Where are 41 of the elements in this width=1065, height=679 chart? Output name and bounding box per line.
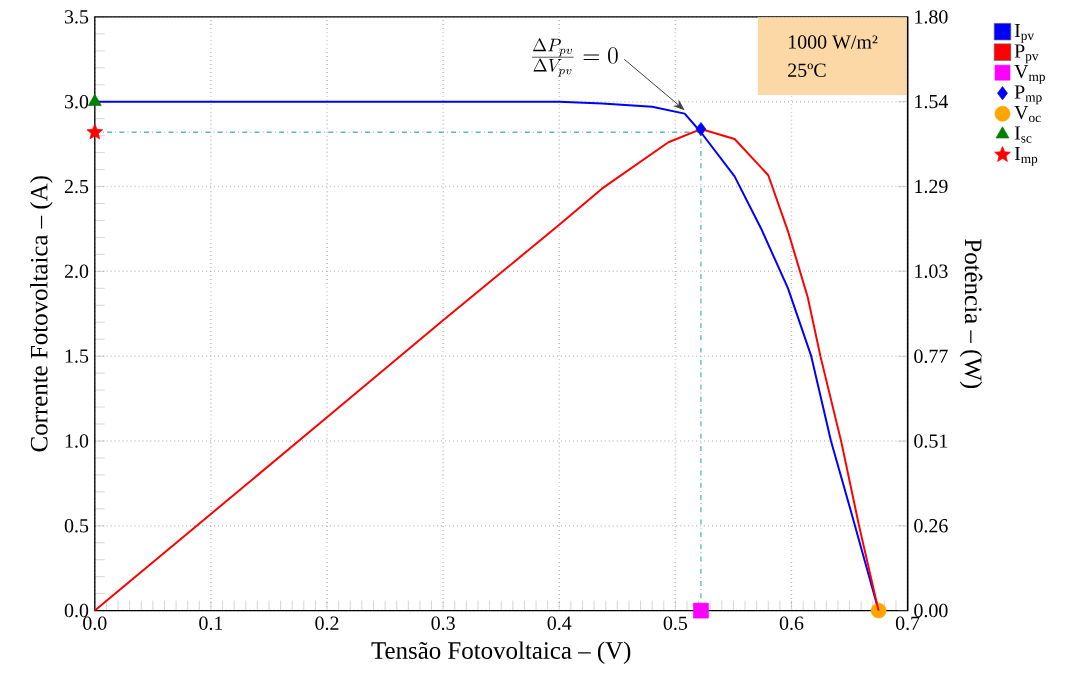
y-tick-label: 0.0 <box>64 603 89 618</box>
legend-label: I$_{mp}$ <box>1014 146 1038 166</box>
annotation: 25ºC <box>788 63 826 77</box>
annotation: $\frac{\Delta P_{pv}}{\Delta V_{pv}} = 0$ <box>532 38 618 77</box>
y-axis-title: Corrente Fotovoltaica – (A) <box>30 176 53 452</box>
x-tick-label: 0.4 <box>547 616 572 630</box>
x-tick-label: 0.5 <box>663 616 688 630</box>
point <box>88 93 102 106</box>
y2-tick-label: 0.26 <box>914 518 948 533</box>
y2-tick-label: 1.29 <box>915 179 948 194</box>
x-tick-label: 0.3 <box>431 616 455 630</box>
y2-tick-label: 1.80 <box>915 10 948 24</box>
point <box>693 602 709 619</box>
x-tick-label: 0.1 <box>199 616 223 630</box>
y2-tick-label: 0.51 <box>914 434 948 448</box>
x-axis-title: Tensão Fotovoltaica – (V) <box>371 641 631 664</box>
legend-label: P$_{pv}$ <box>1014 44 1039 64</box>
x-tick-label: 0.7 <box>895 616 920 630</box>
legend-label: V$_{mp}$ <box>1014 64 1045 84</box>
y2-tick-label: 1.03 <box>915 264 948 278</box>
x-tick-label: 0.0 <box>83 616 107 630</box>
y2-tick-label: 0.77 <box>914 349 948 363</box>
y-tick-label: 1.0 <box>65 434 89 448</box>
legend-label: I$_{sc}$ <box>1014 126 1032 143</box>
y2-axis-title: Potência – (W) <box>959 238 983 388</box>
x-tick-label: 0.2 <box>315 616 339 630</box>
legend-label: I$_{pv}$ <box>1014 23 1035 43</box>
y-tick-label: 1.5 <box>65 349 89 363</box>
y-tick-label: 0.5 <box>64 518 89 533</box>
y2-tick-label: 1.54 <box>915 94 949 109</box>
point <box>86 123 104 140</box>
y-tick-label: 2.5 <box>64 179 89 194</box>
y-tick-label: 2.0 <box>64 264 89 278</box>
y-tick-label: 3.5 <box>65 10 89 24</box>
annotation: 1000 W/m² <box>789 35 878 49</box>
legend-label: V$_{oc}$ <box>1014 105 1041 122</box>
y2-tick-label: 0.00 <box>914 603 948 618</box>
y-tick-label: 3.0 <box>65 94 89 109</box>
legend-label: P$_{mp}$ <box>1014 85 1042 105</box>
point <box>870 602 887 619</box>
x-tick-label: 0.6 <box>779 616 804 630</box>
